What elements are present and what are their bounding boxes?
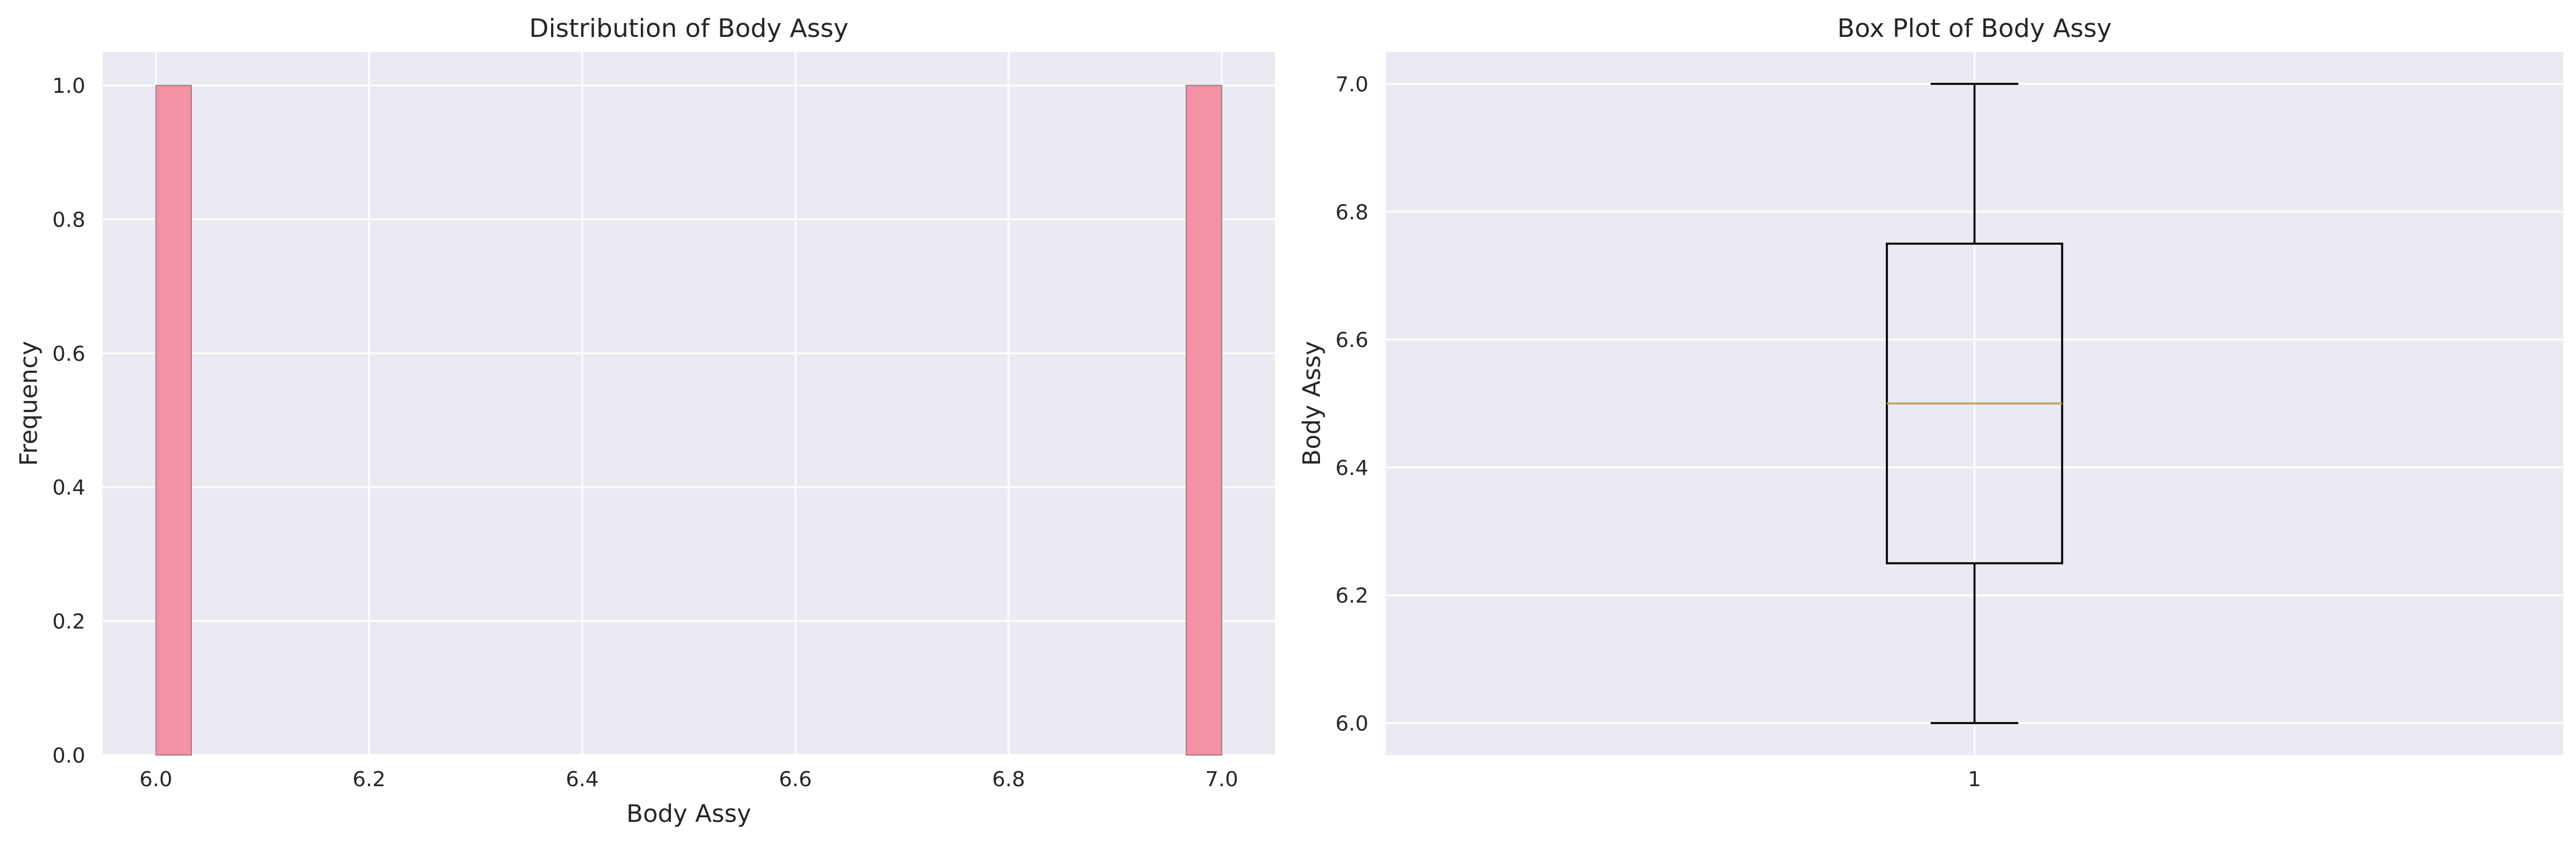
histogram-x-tick-label: 6.2 — [353, 768, 386, 791]
boxplot-title: Box Plot of Body Assy — [1837, 14, 2111, 43]
boxplot-y-tick-label: 6.4 — [1336, 456, 1368, 480]
histogram-x-tick-label: 6.8 — [992, 768, 1025, 791]
histogram-y-tick-label: 0.0 — [52, 744, 85, 768]
histogram-y-tick-label: 0.6 — [52, 342, 85, 366]
histogram-y-tick-label: 0.2 — [52, 610, 85, 634]
boxplot-marks — [1885, 82, 2064, 725]
histogram-y-label: Frequency — [14, 341, 43, 466]
histogram-bar — [155, 85, 192, 756]
boxplot-y-tick-label: 6.0 — [1336, 712, 1368, 736]
histogram-bars — [155, 85, 1223, 756]
histogram-x-tick-label: 7.0 — [1205, 768, 1238, 791]
boxplot-y-tick-label: 6.6 — [1336, 329, 1368, 352]
boxplot-y-tick-label: 6.8 — [1336, 201, 1368, 224]
boxplot-y-ticks: 6.0 6.2 6.4 6.6 6.8 7.0 — [1336, 73, 1368, 735]
boxplot-x-tick-label: 1 — [1968, 768, 1981, 791]
histogram-y-tick-label: 0.8 — [52, 208, 85, 232]
histogram-y-tick-label: 1.0 — [52, 74, 85, 98]
boxplot-x-ticks: 1 — [1968, 768, 1981, 791]
boxplot-y-tick-label: 6.2 — [1336, 584, 1368, 608]
histogram-title: Distribution of Body Assy — [529, 14, 848, 43]
histogram-x-label: Body Assy — [627, 799, 752, 828]
histogram-bar — [1186, 85, 1223, 756]
histogram-y-ticks: 0.0 0.2 0.4 0.6 0.8 1.0 — [52, 74, 85, 768]
histogram-x-tick-label: 6.0 — [139, 768, 172, 791]
histogram-x-ticks: 6.0 6.2 6.4 6.6 6.8 7.0 — [139, 768, 1238, 791]
histogram-x-tick-label: 6.6 — [779, 768, 812, 791]
histogram-plot-area — [103, 52, 1275, 755]
boxplot-panel: 1 6.0 6.2 6.4 6.6 6.8 7.0 Box Plot of Body As… — [1298, 14, 2563, 791]
boxplot-y-tick-label: 7.0 — [1336, 73, 1368, 96]
boxplot-y-label: Body Assy — [1298, 341, 1326, 466]
histogram-x-tick-label: 6.4 — [565, 768, 598, 791]
histogram-y-tick-label: 0.4 — [52, 476, 85, 500]
histogram-panel: 6.0 6.2 6.4 6.6 6.8 7.0 0.0 0.2 0.4 0.6 0.8 1.0 Di… — [14, 14, 1275, 828]
